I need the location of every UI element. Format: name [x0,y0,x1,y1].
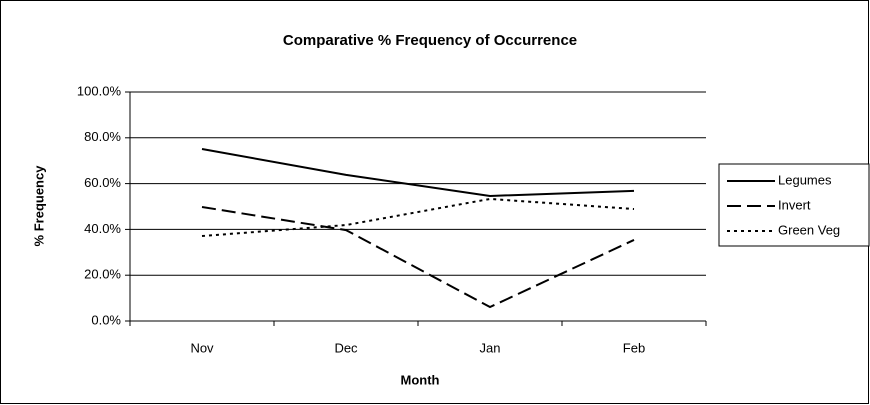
x-tick-label: Nov [190,340,214,355]
legend-label: Invert [778,197,811,212]
series-line [201,205,635,309]
y-tick-label: 40.0% [84,221,121,236]
series-line [201,197,635,238]
legend-label: Legumes [778,172,832,187]
y-tick-label: 0.0% [91,312,121,327]
legend-label: Green Veg [778,222,840,237]
x-tick-label: Dec [334,340,358,355]
y-tick-label: 100.0% [77,83,122,98]
legend-box [718,163,870,247]
x-axis-title: Month [401,372,440,387]
y-axis-title: % Frequency [31,165,46,247]
series-line [201,148,635,197]
y-tick-label: 20.0% [84,267,121,282]
x-tick-label: Feb [623,340,645,355]
x-tick-label: Jan [480,340,501,355]
y-tick-label: 80.0% [84,129,121,144]
chart-title: Comparative % Frequency of Occurrence [283,32,577,49]
y-tick-label: 60.0% [84,175,121,190]
